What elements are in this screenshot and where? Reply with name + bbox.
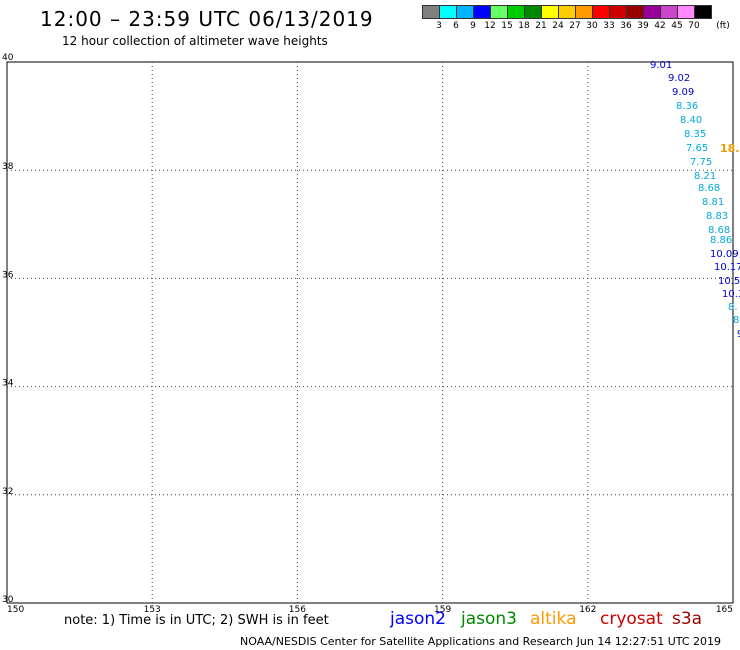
legend-label: 36 (620, 21, 632, 31)
legend-swatch (694, 5, 712, 19)
longitude-tick-label: 156 (289, 605, 306, 615)
footer-credit: NOAA/NESDIS Center for Satellite Applica… (240, 635, 722, 648)
wave-height-label: 7.65 (686, 143, 708, 154)
longitude-tick-label: 153 (144, 605, 161, 615)
wave-height-label: 9.09 (672, 87, 694, 98)
wave-height-label: 10.5 (718, 276, 740, 287)
legend-label: 3 (436, 21, 442, 31)
note-text: note: 1) Time is in UTC; 2) SWH is in fe… (64, 613, 329, 628)
longitude-tick-label: 165 (716, 605, 733, 615)
satellite-label: s3a (672, 609, 703, 629)
legend-label: 30 (586, 21, 598, 31)
latitude-tick-label: 30 (2, 595, 14, 605)
wave-height-label: 8.81 (702, 197, 724, 208)
color-legend (422, 5, 712, 19)
wave-height-label: 8.68 (698, 183, 720, 194)
legend-label: 27 (569, 21, 581, 31)
latitude-tick-label: 36 (2, 270, 14, 280)
wave-height-label: 8.68 (708, 225, 730, 236)
legend-label: 6 (453, 21, 459, 31)
wave-height-label: 8. (728, 302, 738, 313)
wave-height-label: 8.40 (680, 115, 702, 126)
legend-label: 39 (637, 21, 649, 31)
satellite-label: cryosat (600, 609, 663, 629)
satellite-label: altika (530, 609, 577, 629)
latitude-tick-label: 32 (2, 487, 13, 497)
wave-height-label: 9.02 (668, 73, 690, 84)
wave-height-label: 8 (733, 315, 739, 326)
latitude-tick-label: 40 (2, 53, 14, 63)
wave-height-label: 8.86 (710, 235, 732, 246)
legend-label: 24 (552, 21, 564, 31)
wave-height-label: 8.83 (706, 211, 728, 222)
legend-label: 70 (688, 21, 700, 31)
legend-label: 33 (603, 21, 615, 31)
wave-height-label: 9 (737, 329, 740, 340)
wave-height-label: 10.09 (710, 249, 739, 260)
wave-height-label: 10.3 (722, 289, 740, 300)
color-legend-labels: 3 6 9 12 15 18 21 24 27 30 33 36 39 42 45 70 (ft) (422, 21, 740, 33)
legend-label: 42 (654, 21, 666, 31)
map-subtitle: 12 hour collection of altimeter wave hei… (62, 34, 328, 48)
legend-label: 18 (518, 21, 530, 31)
legend-label: 15 (501, 21, 513, 31)
longitude-tick-label: 162 (579, 605, 596, 615)
longitude-tick-label: 150 (7, 605, 24, 615)
wave-height-label: 18. (720, 142, 740, 155)
legend-label: 12 (484, 21, 496, 31)
wave-height-label: 8.21 (694, 171, 716, 182)
legend-label: 9 (470, 21, 476, 31)
longitude-tick-label: 159 (434, 605, 451, 615)
satellite-label: jason3 (461, 609, 517, 629)
wave-height-label: 9.01 (650, 60, 672, 71)
map-frame (6, 61, 734, 604)
latitude-tick-label: 38 (2, 162, 14, 172)
legend-label: 45 (671, 21, 683, 31)
legend-label: (ft) (716, 21, 730, 31)
legend-label: 21 (535, 21, 547, 31)
wave-height-label: 7.75 (690, 157, 712, 168)
wave-height-label: 8.35 (684, 129, 706, 140)
map-title: 12:00 – 23:59 UTC 06/13/2019 (40, 7, 374, 31)
wave-height-label: 8.36 (676, 101, 698, 112)
wave-height-label: 10.17 (714, 262, 740, 273)
latitude-tick-label: 34 (2, 379, 14, 389)
satellite-label: jason2 (390, 609, 446, 629)
